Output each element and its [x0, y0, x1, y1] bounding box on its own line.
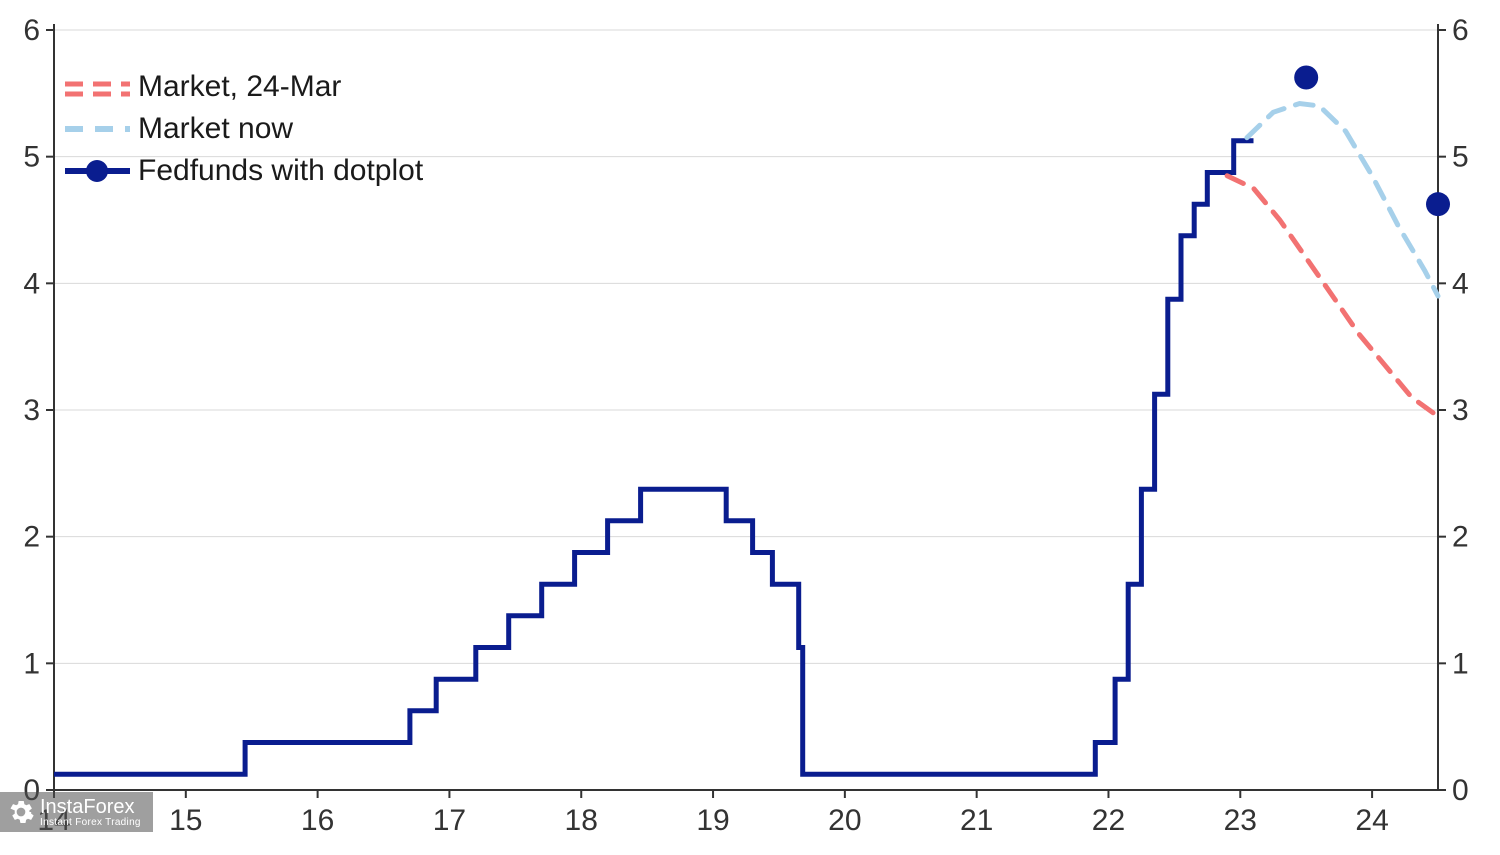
svg-text:4: 4	[1452, 267, 1469, 300]
watermark-text: InstaForex	[40, 796, 134, 818]
legend-label: Fedfunds with dotplot	[138, 154, 423, 188]
svg-text:5: 5	[1452, 141, 1469, 174]
svg-text:22: 22	[1092, 804, 1125, 837]
svg-text:1: 1	[1452, 647, 1469, 680]
svg-text:0: 0	[1452, 774, 1469, 807]
svg-text:2: 2	[23, 521, 40, 554]
svg-text:19: 19	[696, 804, 729, 837]
svg-text:5: 5	[23, 141, 40, 174]
svg-text:3: 3	[1452, 394, 1469, 427]
legend-marker-market-24mar	[65, 76, 130, 98]
svg-text:15: 15	[169, 804, 202, 837]
legend-item-fedfunds: Fedfunds with dotplot	[65, 154, 423, 188]
svg-text:21: 21	[960, 804, 993, 837]
legend-item-market-now: Market now	[65, 112, 423, 146]
watermark-subtext: Instant Forex Trading	[40, 817, 141, 828]
svg-text:2: 2	[1452, 521, 1469, 554]
svg-text:23: 23	[1224, 804, 1257, 837]
svg-text:3: 3	[23, 394, 40, 427]
svg-text:16: 16	[301, 804, 334, 837]
svg-text:6: 6	[1452, 14, 1469, 47]
legend-marker-market-now	[65, 118, 130, 140]
legend: Market, 24-Mar Market now Fedfunds with …	[65, 70, 423, 196]
watermark: InstaForex Instant Forex Trading	[0, 792, 153, 832]
svg-text:17: 17	[433, 804, 466, 837]
svg-text:20: 20	[828, 804, 861, 837]
legend-marker-fedfunds	[65, 160, 130, 182]
svg-text:1: 1	[23, 647, 40, 680]
legend-item-market-24mar: Market, 24-Mar	[65, 70, 423, 104]
svg-text:18: 18	[565, 804, 598, 837]
legend-label: Market, 24-Mar	[138, 70, 341, 104]
legend-label: Market now	[138, 112, 293, 146]
svg-text:4: 4	[23, 267, 40, 300]
gear-icon	[8, 799, 34, 825]
svg-text:24: 24	[1355, 804, 1388, 837]
svg-text:6: 6	[23, 14, 40, 47]
